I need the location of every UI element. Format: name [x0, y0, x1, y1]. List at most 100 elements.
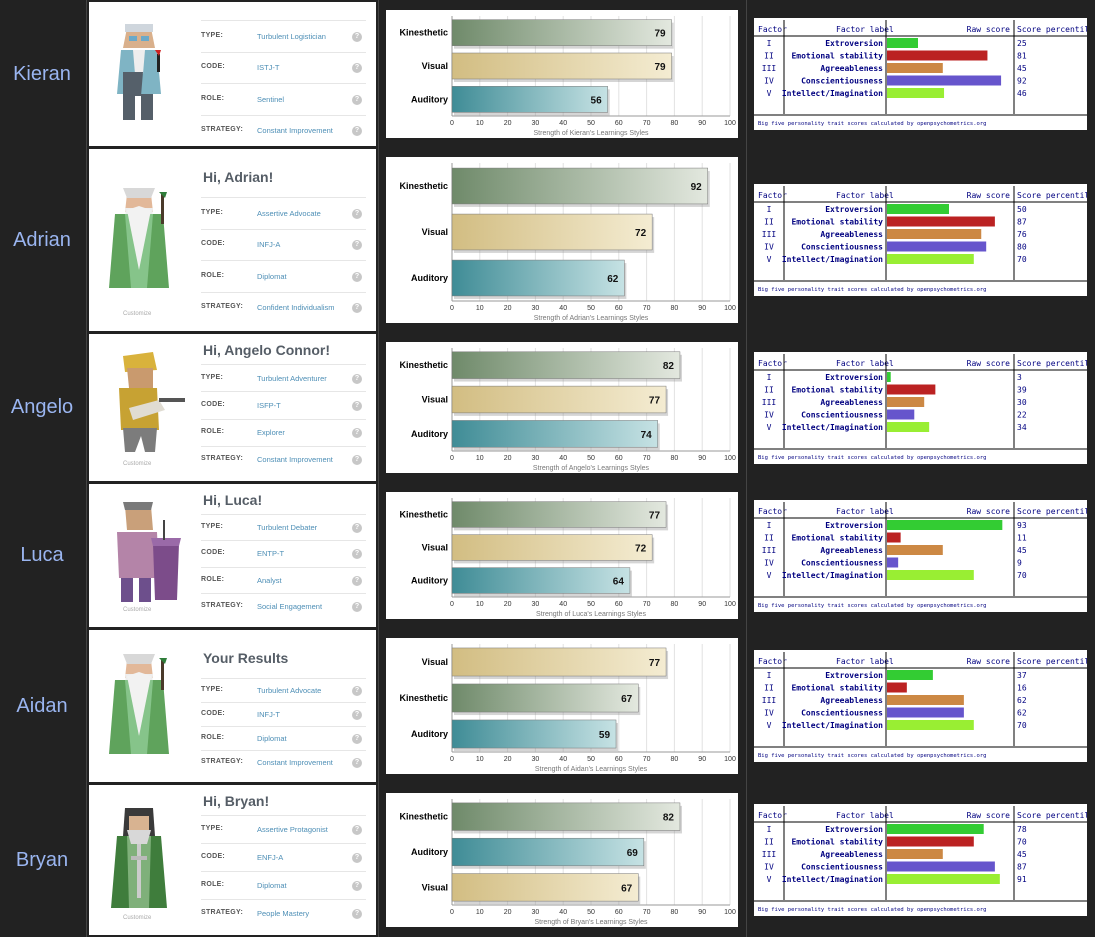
profile-strategy-value[interactable]: Confident Individualism	[257, 303, 335, 313]
profile-role-value[interactable]: Sentinel	[257, 94, 285, 104]
x-axis-label: Strength of Aidan's Learnings Styles	[535, 766, 648, 773]
big5-footer: Big five personality trait scores calcul…	[758, 753, 986, 759]
help-icon[interactable]: ?	[352, 373, 362, 384]
profile-row-code: CODE: ISTJ-T?	[201, 51, 366, 85]
x-axis-label: Strength of Luca's Learnings Styles	[536, 611, 646, 618]
percentile-value: 50	[1017, 205, 1027, 214]
factor-numeral: I	[767, 825, 772, 834]
category-label: Visual	[422, 543, 448, 553]
profile-row-strategy: STRATEGY: Confident Individualism?	[201, 291, 366, 325]
help-icon[interactable]: ?	[352, 601, 362, 612]
profile-type-value[interactable]: Turbulent Debater	[257, 523, 318, 533]
help-icon[interactable]: ?	[352, 94, 362, 105]
help-icon[interactable]: ?	[352, 881, 362, 891]
profile-role-value[interactable]: Explorer	[257, 428, 285, 438]
customize-link[interactable]: Customize	[123, 461, 152, 467]
factor-numeral: II	[764, 385, 774, 394]
help-icon[interactable]: ?	[352, 208, 362, 219]
profile-role-value[interactable]: Analyst	[257, 575, 282, 585]
help-icon[interactable]: ?	[352, 734, 362, 744]
factor-label: Emotional stability	[791, 837, 883, 847]
help-icon[interactable]: ?	[352, 400, 362, 411]
profile-code-value[interactable]: ENFJ-A	[257, 853, 284, 862]
help-icon[interactable]: ?	[352, 758, 362, 768]
help-icon[interactable]: ?	[352, 31, 362, 42]
profile-strategy-value[interactable]: Constant Improvement	[257, 126, 333, 136]
profile-row-code: CODE: ENTP-T?	[201, 540, 366, 567]
factor-numeral: III	[762, 546, 777, 555]
help-icon[interactable]: ?	[352, 455, 362, 466]
profile-type-value[interactable]: Turbulent Advocate	[257, 686, 322, 695]
big-five-svg: Factor Factor label Raw score Score percent…	[754, 20, 1087, 127]
profile-role-value[interactable]: Diplomat	[257, 734, 287, 743]
learning-styles-chart: 0 10 20 30 40 50 60 70 80 90 100 Kinesthetic 77 Visua…	[386, 492, 738, 619]
big-five-svg: Factor Factor label Raw score Score percent…	[754, 652, 1087, 759]
profile-code-value[interactable]: INFJ-A	[257, 240, 281, 250]
customize-link[interactable]: Customize	[123, 915, 152, 921]
help-icon[interactable]: ?	[352, 63, 362, 74]
x-tick-label: 100	[724, 455, 736, 462]
profile-greeting: Hi, Angelo Connor!	[203, 342, 331, 358]
profile-type-value[interactable]: Assertive Advocate	[257, 208, 321, 218]
profile-code-value[interactable]: ISFP-T	[257, 400, 281, 410]
x-tick-label: 90	[698, 909, 706, 916]
help-icon[interactable]: ?	[352, 825, 362, 835]
factor-label: Extroversion	[825, 372, 883, 382]
bar-value-label: 72	[635, 228, 647, 239]
big5-footer: Big five personality trait scores calcul…	[758, 603, 986, 609]
profile-type-value[interactable]: Assertive Protagonist	[257, 825, 328, 834]
category-label: Kinesthetic	[399, 181, 448, 191]
header-raw-score: Raw score	[967, 25, 1011, 34]
profile-code-value[interactable]: ISTJ-T	[257, 63, 280, 73]
x-tick-label: 0	[450, 756, 454, 763]
help-icon[interactable]: ?	[352, 909, 362, 919]
help-icon[interactable]: ?	[352, 549, 362, 560]
profile-code-value[interactable]: ENTP-T	[257, 549, 285, 559]
profile-role-value[interactable]: Diplomat	[257, 271, 287, 281]
learning-styles-chart-svg: 0 10 20 30 40 50 60 70 80 90 100 Kinesthetic 77 Visua…	[399, 498, 736, 618]
profile-strategy-value[interactable]: Constant Improvement	[257, 758, 333, 767]
factor-label: Intellect/Imagination	[782, 254, 883, 264]
profile-row-type: TYPE: Assertive Protagonist?	[201, 815, 366, 844]
category-label: Visual	[422, 61, 448, 71]
percentile-bar	[887, 532, 901, 542]
profile-strategy-value[interactable]: Social Engagement	[257, 601, 323, 611]
profile-type-value[interactable]: Turbulent Adventurer	[257, 373, 327, 383]
percentile-bar	[887, 38, 918, 48]
profile-row-type: TYPE: Turbulent Debater?	[201, 514, 366, 541]
help-icon[interactable]: ?	[352, 126, 362, 137]
person-name-cell: Luca	[0, 484, 84, 627]
percentile-bar	[887, 254, 974, 264]
x-axis-label: Strength of Bryan's Learnings Styles	[534, 919, 648, 926]
profile-strategy-value[interactable]: Constant Improvement	[257, 455, 333, 465]
x-tick-label: 10	[476, 120, 484, 127]
profile-type-label: TYPE:	[201, 523, 224, 531]
profile-code-value[interactable]: INFJ-T	[257, 710, 280, 719]
help-icon[interactable]: ?	[352, 686, 362, 696]
help-icon[interactable]: ?	[352, 523, 362, 534]
x-tick-label: 0	[450, 601, 454, 608]
help-icon[interactable]: ?	[352, 710, 362, 720]
percentile-value: 37	[1017, 671, 1027, 680]
help-icon[interactable]: ?	[352, 853, 362, 863]
factor-numeral: III	[762, 398, 777, 407]
percentile-value: 62	[1017, 709, 1027, 718]
profile-code-label: CODE:	[201, 400, 226, 408]
help-icon[interactable]: ?	[352, 271, 362, 282]
help-icon[interactable]: ?	[352, 303, 362, 314]
help-icon[interactable]: ?	[352, 240, 362, 251]
profile-strategy-value[interactable]: People Mastery	[257, 909, 310, 918]
factor-numeral: IV	[764, 243, 774, 252]
profile-role-value[interactable]: Diplomat	[257, 881, 287, 890]
customize-link[interactable]: Customize	[123, 607, 152, 613]
header-factor-label: Factor label	[836, 359, 894, 368]
customize-link[interactable]: Customize	[123, 311, 152, 317]
help-icon[interactable]: ?	[352, 428, 362, 439]
profile-greeting: Hi, Adrian!	[203, 169, 274, 185]
profile-row-type: TYPE: Assertive Advocate?	[201, 197, 366, 230]
profile-type-value[interactable]: Turbulent Logistician	[257, 31, 326, 41]
factor-label: Agreeableness	[820, 398, 883, 407]
help-icon[interactable]: ?	[352, 575, 362, 586]
x-tick-label: 20	[504, 455, 512, 462]
percentile-bar	[887, 544, 943, 555]
